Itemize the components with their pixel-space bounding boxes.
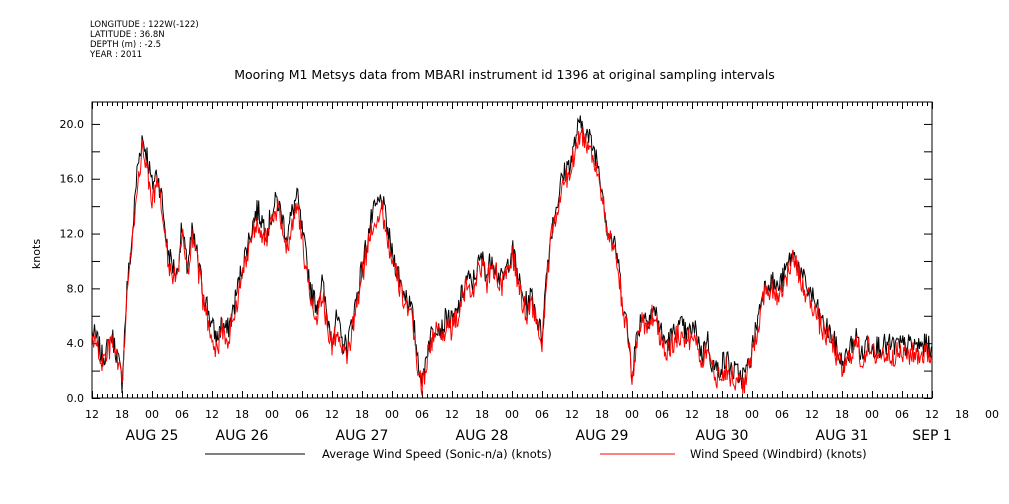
metadata-block: LONGITUDE : 122W(-122) LATITUDE : 36.8N … [90,20,199,60]
x-hour-label: 00 [385,408,399,421]
x-date-label: AUG 30 [696,428,749,444]
x-hour-label: 00 [985,408,999,421]
x-hour-label: 12 [325,408,339,421]
x-hour-label: 18 [115,408,129,421]
x-date-label: AUG 28 [456,428,509,444]
meta-year: YEAR : 2011 [90,50,143,60]
x-hour-label: 12 [205,408,219,421]
x-hour-label: 12 [925,408,939,421]
x-hour-label: 18 [355,408,369,421]
x-hour-label: 06 [535,408,549,421]
y-tick-label: 8.0 [67,282,85,295]
axes-group [91,101,933,399]
x-hour-label: 18 [475,408,489,421]
meta-longitude: LONGITUDE : 122W(-122) [90,20,199,30]
x-hour-label: 12 [565,408,579,421]
x-hour-label: 00 [625,408,639,421]
x-hour-label: 00 [865,408,879,421]
x-hour-label: 18 [955,408,969,421]
x-hour-label: 12 [85,408,99,421]
x-hour-label: 06 [655,408,669,421]
x-date-label: AUG 25 [126,428,179,444]
x-hour-label: 18 [595,408,609,421]
y-axis-label: knots [30,239,43,269]
x-hour-label: 06 [175,408,189,421]
x-date-label: AUG 31 [816,428,869,444]
x-hour-label: 18 [235,408,249,421]
x-hour-label: 00 [265,408,279,421]
x-hour-label: 06 [895,408,909,421]
x-date-label: AUG 29 [576,428,629,444]
x-hour-label: 18 [835,408,849,421]
legend: Average Wind Speed (Sonic-n/a) (knots) Wi… [205,447,867,461]
axis-labels-group: 0.0 4.0 8.0 12.0 16.0 20.0 knots 12 18 00 06 12 18 00… [30,118,999,444]
x-hour-label: 00 [505,408,519,421]
legend-label-1: Wind Speed (Windbird) (knots) [690,447,867,461]
x-date-label: AUG 27 [336,428,389,444]
y-tick-label: 4.0 [67,337,85,350]
x-hour-label: 18 [715,408,729,421]
meta-latitude: LATITUDE : 36.8N [90,30,165,40]
x-hour-label: 06 [775,408,789,421]
x-date-label: AUG 26 [216,428,269,444]
x-hour-label: 12 [445,408,459,421]
y-tick-label: 12.0 [60,228,85,241]
chart-title: Mooring M1 Metsys data from MBARI instru… [234,67,775,82]
meta-depth: DEPTH (m) : -2.5 [90,40,162,50]
series-group [91,115,933,396]
y-tick-label: 20.0 [60,118,85,131]
y-tick-label: 0.0 [67,392,85,405]
x-hour-label: 12 [805,408,819,421]
x-date-label: SEP 1 [912,428,952,444]
x-hour-label: 12 [685,408,699,421]
x-hour-label: 00 [145,408,159,421]
series-line-1 [91,127,933,396]
x-hour-label: 06 [415,408,429,421]
legend-label-0: Average Wind Speed (Sonic-n/a) (knots) [322,447,552,461]
y-tick-label: 16.0 [60,173,85,186]
x-hour-label: 06 [295,408,309,421]
x-hour-label: 00 [745,408,759,421]
